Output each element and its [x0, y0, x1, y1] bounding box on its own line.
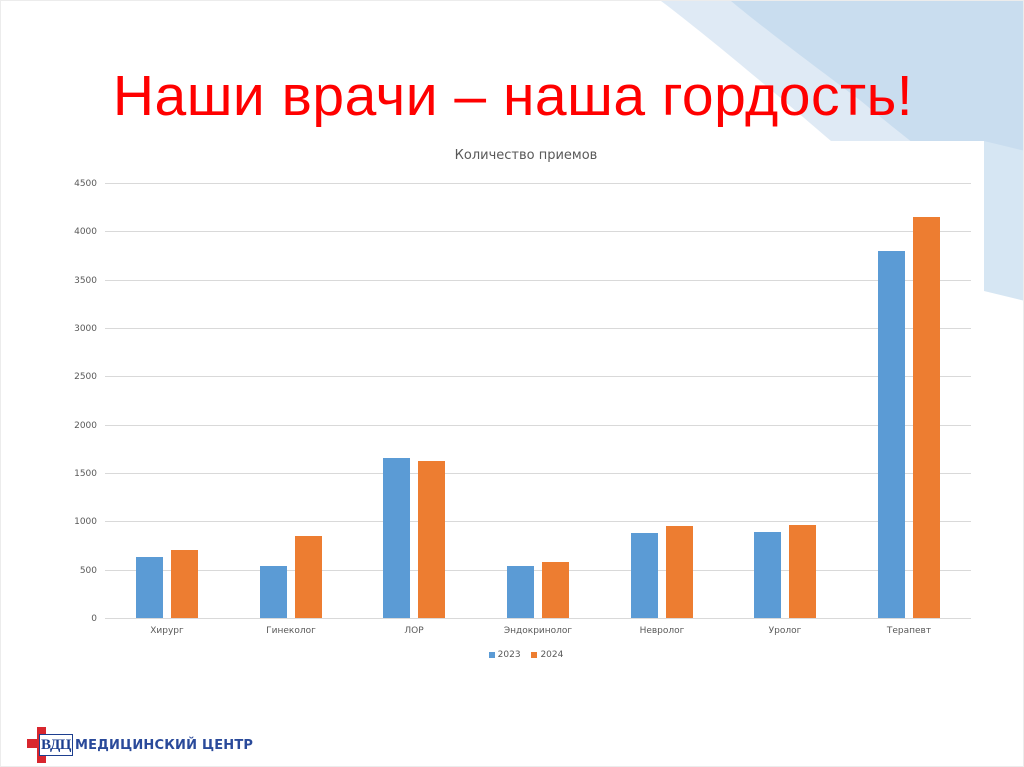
bar-2024 — [418, 461, 445, 618]
gridline — [105, 473, 971, 474]
y-tick-label: 1500 — [74, 469, 97, 479]
y-tick-label: 2000 — [74, 421, 97, 431]
gridline — [105, 183, 971, 184]
bar-2023 — [383, 458, 410, 618]
bar-2023 — [260, 566, 287, 618]
gridline — [105, 376, 971, 377]
chart-title: Количество приемов — [454, 148, 598, 163]
legend-item-2024: 2024 — [531, 650, 563, 660]
bar-2024 — [913, 217, 940, 618]
legend-swatch-2023 — [488, 652, 495, 658]
x-category-label: Терапевт — [886, 626, 932, 636]
gridline — [105, 425, 971, 426]
bar-2023 — [136, 557, 163, 618]
y-tick-label: 0 — [91, 614, 97, 624]
y-tick-label: 3000 — [74, 324, 97, 334]
y-tick-label: 1000 — [74, 517, 97, 527]
company-logo: ВДЦ МЕДИЦИНСКИЙ ЦЕНТР — [27, 725, 253, 765]
bar-2023 — [878, 251, 905, 618]
legend-swatch-2024 — [531, 652, 538, 658]
medical-cross-icon: ВДЦ — [27, 725, 73, 765]
y-tick-label: 500 — [79, 566, 97, 576]
chart-legend: 2023 2024 — [1, 650, 1023, 661]
bar-2023 — [507, 566, 534, 618]
logo-abbreviation: ВДЦ — [41, 736, 71, 753]
y-tick-label: 3500 — [74, 276, 97, 286]
gridline — [105, 231, 971, 232]
x-category-label: ЛОР — [404, 626, 424, 636]
bar-2024 — [295, 536, 322, 618]
x-category-label: Уролог — [768, 626, 802, 636]
gridline — [105, 618, 971, 619]
legend-label: 2023 — [497, 650, 521, 660]
bar-2023 — [631, 533, 658, 618]
bar-2023 — [754, 532, 781, 618]
gridline — [105, 328, 971, 329]
legend-item-2023: 2023 — [488, 650, 521, 660]
bar-2024 — [171, 550, 198, 618]
x-category-label: Невролог — [639, 626, 685, 636]
x-category-label: Гинеколог — [266, 626, 316, 636]
x-category-label: Эндокринолог — [503, 626, 573, 636]
legend-label: 2024 — [540, 650, 564, 660]
y-tick-label: 2500 — [74, 372, 97, 382]
slide-title: Наши врачи – наша гордость! — [112, 64, 914, 128]
gridline — [105, 570, 971, 571]
gridline — [105, 280, 971, 281]
bar-2024 — [666, 526, 693, 618]
bar-2024 — [789, 525, 816, 618]
y-tick-label: 4000 — [74, 227, 97, 237]
y-tick-label: 4500 — [74, 179, 97, 189]
gridline — [105, 521, 971, 522]
x-category-label: Хирург — [150, 626, 184, 636]
logo-text: МЕДИЦИНСКИЙ ЦЕНТР — [75, 737, 254, 753]
bar-2024 — [542, 562, 569, 618]
